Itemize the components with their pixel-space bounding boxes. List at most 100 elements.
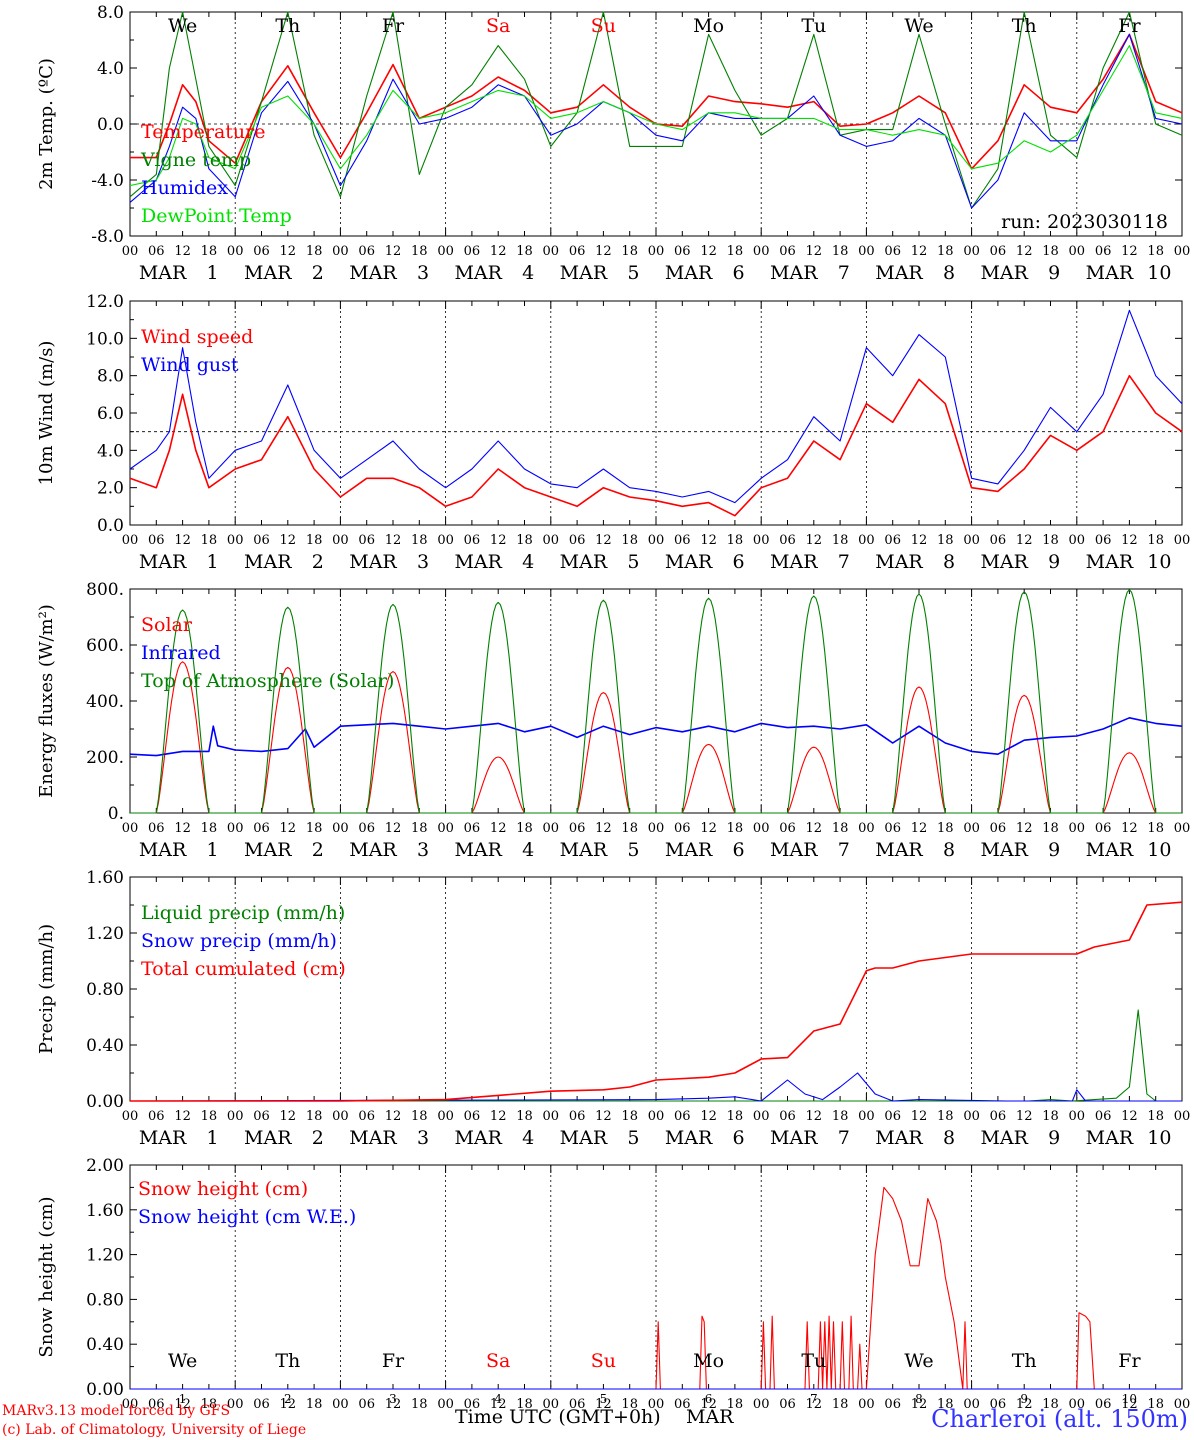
date-label: 2 (312, 839, 324, 861)
y-axis-label: 2m Temp. (ºC) (36, 58, 57, 190)
hour-tick-label: 00 (122, 244, 139, 259)
date-label: 9 (1048, 839, 1060, 861)
hour-tick-label: 18 (621, 821, 638, 836)
series-line-humidex (129, 33, 1183, 209)
date-label: 7 (838, 551, 850, 573)
hour-tick-label: 18 (937, 533, 954, 548)
hour-tick-label: 12 (1016, 244, 1033, 259)
hour-tick-label: 18 (201, 1109, 218, 1124)
hour-tick-label: 06 (148, 821, 165, 836)
hour-tick-label: 12 (174, 533, 191, 548)
hour-tick-label: 18 (727, 1397, 744, 1412)
hour-tick-label: 06 (253, 821, 270, 836)
hour-tick-label: 00 (437, 244, 454, 259)
hour-tick-label: 12 (700, 533, 717, 548)
hour-tick-label: 12 (280, 1109, 297, 1124)
hour-tick-label: 18 (937, 821, 954, 836)
y-tick-label: 0.00 (86, 1092, 124, 1112)
date-label: 10 (1147, 1127, 1171, 1149)
hour-tick-label: 12 (1016, 533, 1033, 548)
series-line-wind-gust (129, 309, 1183, 504)
hour-tick-label: 06 (148, 1109, 165, 1124)
hour-tick-label: 18 (1147, 1397, 1164, 1412)
day-number-label: 5 (600, 1392, 608, 1406)
legend-entry: Wind gust (141, 354, 239, 376)
hour-tick-label: 00 (963, 1397, 980, 1412)
hour-tick-label: 18 (411, 1397, 428, 1412)
month-label: MAR (875, 551, 923, 573)
day-number-label: 7 (810, 1392, 818, 1406)
month-label: MAR (139, 262, 187, 284)
hour-tick-label: 06 (884, 1109, 901, 1124)
hour-tick-label: 12 (385, 821, 402, 836)
hour-tick-label: 00 (227, 244, 244, 259)
date-label: 10 (1147, 262, 1171, 284)
day-number-label: 9 (1020, 1392, 1028, 1406)
hour-tick-label: 00 (122, 533, 139, 548)
month-label: MAR (1086, 551, 1134, 573)
hour-tick-label: 06 (674, 1397, 691, 1412)
date-label: 8 (943, 839, 955, 861)
hour-tick-label: 06 (884, 533, 901, 548)
day-number-label: 8 (915, 1392, 923, 1406)
hour-tick-label: 06 (358, 821, 375, 836)
weekday-label: We (168, 15, 197, 37)
hour-tick-label: 06 (464, 1397, 481, 1412)
date-label: 4 (522, 1127, 534, 1149)
hour-tick-label: 12 (280, 244, 297, 259)
y-tick-label: 1.20 (86, 924, 124, 944)
y-tick-label: 0.40 (86, 1335, 124, 1355)
weekday-label: Fr (1118, 1350, 1141, 1372)
hour-tick-label: 12 (1121, 1109, 1138, 1124)
hour-tick-label: 18 (411, 1109, 428, 1124)
day-number-label: 10 (1122, 1392, 1137, 1406)
hour-tick-label: 00 (858, 244, 875, 259)
hour-tick-label: 00 (858, 1397, 875, 1412)
hour-tick-label: 18 (832, 821, 849, 836)
weekday-label: Mo (693, 1350, 724, 1372)
weekday-label: Su (591, 15, 616, 37)
series-line-snow-precip-mm-h (129, 1072, 1182, 1102)
y-tick-label: 0. (108, 804, 124, 824)
series-line-vigne-temp (129, 11, 1183, 209)
hour-tick-label: 00 (753, 244, 770, 259)
hour-tick-label: 06 (779, 533, 796, 548)
hour-tick-label: 00 (648, 1397, 665, 1412)
legend-entry: Snow height (cm W.E.) (138, 1206, 356, 1228)
y-tick-label: 0.00 (86, 1380, 124, 1400)
hour-tick-label: 06 (253, 533, 270, 548)
y-tick-label: 1.60 (86, 868, 124, 888)
date-label: 8 (943, 1127, 955, 1149)
day-number-label: 2 (284, 1392, 292, 1406)
hour-tick-label: 18 (306, 533, 323, 548)
month-label: MAR (139, 551, 187, 573)
y-tick-label: 0.0 (97, 516, 124, 536)
date-label: 1 (207, 1127, 219, 1149)
weekday-label: We (904, 1350, 933, 1372)
footer-model-text: MARv3.13 model forced by GFS (2, 1403, 230, 1419)
hour-tick-label: 06 (990, 1397, 1007, 1412)
weekday-label: Th (1012, 1350, 1037, 1372)
weekday-label: We (168, 1350, 197, 1372)
hour-tick-label: 12 (280, 821, 297, 836)
hour-tick-label: 00 (1069, 1109, 1086, 1124)
hour-tick-label: 18 (1042, 1397, 1059, 1412)
legend-entry: DewPoint Temp (141, 205, 292, 227)
hour-tick-label: 12 (911, 1397, 928, 1412)
hour-tick-label: 12 (700, 1397, 717, 1412)
hour-tick-label: 06 (674, 244, 691, 259)
hour-tick-label: 12 (490, 1109, 507, 1124)
month-label: MAR (349, 551, 397, 573)
hour-tick-label: 00 (648, 533, 665, 548)
month-label: MAR (1086, 1127, 1134, 1149)
month-label: MAR (665, 839, 713, 861)
hour-tick-label: 18 (727, 821, 744, 836)
hour-tick-label: 18 (1042, 1109, 1059, 1124)
hour-tick-label: 06 (1095, 1109, 1112, 1124)
hour-tick-label: 12 (174, 244, 191, 259)
hour-tick-label: 18 (306, 1397, 323, 1412)
hour-tick-label: 18 (1147, 533, 1164, 548)
day-number-label: 1 (179, 1392, 187, 1406)
hour-tick-label: 18 (1042, 533, 1059, 548)
weekday-label: Th (275, 15, 300, 37)
